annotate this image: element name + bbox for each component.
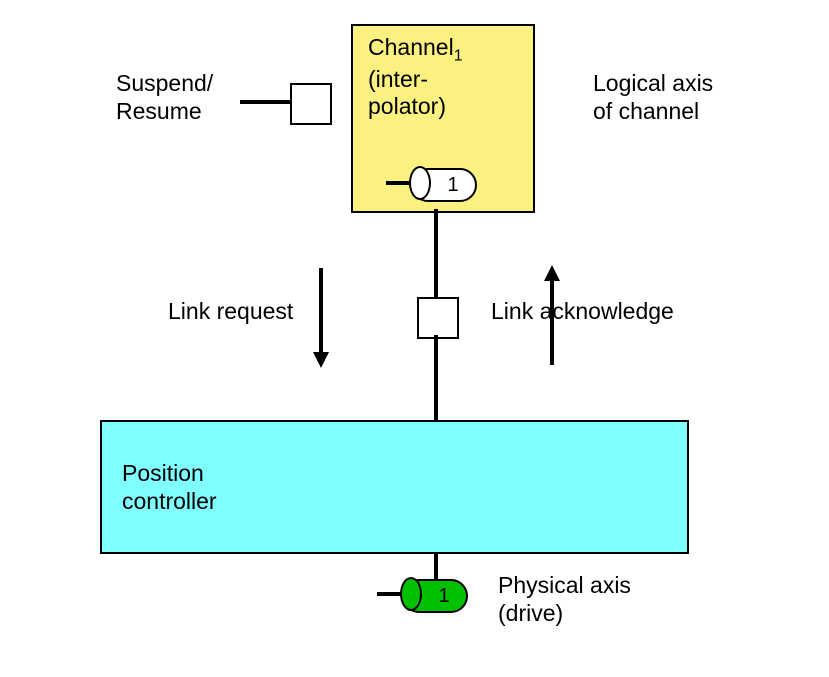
link-ack-arrowhead: [544, 265, 560, 281]
physical-axis-number: 1: [420, 586, 449, 606]
logical-axis-line2: of channel: [593, 98, 699, 124]
link-request-shaft: [319, 268, 323, 353]
logical-axis-cap: [409, 166, 431, 200]
physical-axis-label: Physical axis (drive): [498, 572, 631, 627]
physical-axis-cyl: 1: [402, 579, 464, 609]
channel-to-middle-line: [434, 209, 438, 299]
suspend-label: Suspend/ Resume: [116, 70, 213, 125]
controller-label-line1: Position: [122, 460, 204, 486]
physical-line1: Physical axis: [498, 572, 631, 598]
suspend-line2: Resume: [116, 98, 202, 124]
logical-axis-number: 1: [429, 175, 458, 195]
logical-axis-label: Logical axis of channel: [593, 70, 713, 125]
middle-port: [417, 297, 459, 339]
channel-label: Channel1 (inter- polator): [368, 34, 463, 121]
link-ack-shaft: [550, 280, 554, 365]
link-request-label: Link request: [168, 298, 293, 326]
physical-line2: (drive): [498, 600, 563, 626]
logical-axis-tail: [386, 181, 411, 185]
link-request-arrowhead: [313, 352, 329, 368]
physical-axis-tail: [377, 592, 402, 596]
channel-label-line2: (inter-: [368, 66, 428, 92]
link-ack-label: Link acknowledge: [491, 298, 674, 326]
channel-box: Channel1 (inter- polator) 1: [351, 24, 535, 213]
middle-to-controller-line: [434, 335, 438, 422]
diagram-canvas: Suspend/ Resume Channel1 (inter- polator…: [0, 0, 829, 677]
channel-label-sub: 1: [454, 48, 463, 65]
logical-axis-cyl: 1: [411, 168, 473, 198]
suspend-connector: [240, 100, 290, 104]
logical-axis-line1: Logical axis: [593, 70, 713, 96]
controller-label-line2: controller: [122, 488, 217, 514]
channel-label-line3: polator): [368, 93, 446, 119]
suspend-line1: Suspend/: [116, 70, 213, 96]
position-controller-box: Position controller: [100, 420, 689, 554]
physical-axis-cap: [400, 577, 422, 611]
suspend-port: [290, 83, 332, 125]
controller-label: Position controller: [122, 460, 217, 515]
channel-label-line1: Channel: [368, 34, 454, 60]
